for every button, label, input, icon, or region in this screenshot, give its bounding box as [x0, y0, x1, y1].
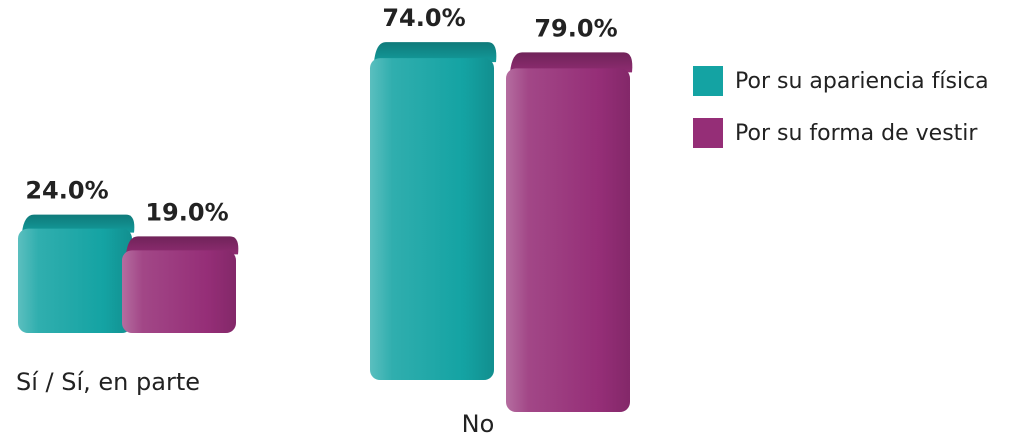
- category-label: Sí / Sí, en parte: [16, 368, 200, 396]
- value-label: 79.0%: [534, 14, 617, 42]
- bars-layer: [18, 42, 633, 412]
- category-label: No: [462, 410, 495, 438]
- legend-label-apariencia: Por su apariencia física: [735, 68, 989, 94]
- bar-si-vestir: [122, 250, 236, 333]
- legend: Por su apariencia física Por su forma de…: [693, 64, 989, 150]
- bar-no-vestir: [506, 68, 630, 412]
- bar-no-apariencia: [370, 58, 494, 380]
- bar-top-face: [510, 52, 633, 73]
- value-label: 19.0%: [145, 198, 228, 226]
- bar-si-apariencia: [18, 228, 132, 333]
- labels-layer: 24.0% 19.0% Sí / Sí, en parte 74.0% 79.0% No: [16, 4, 618, 438]
- bar-top-face: [374, 42, 497, 63]
- legend-item-vestir: Por su forma de vestir: [693, 116, 989, 150]
- bar-top-face: [126, 236, 239, 255]
- legend-item-apariencia: Por su apariencia física: [693, 64, 989, 98]
- value-label: 74.0%: [382, 4, 465, 32]
- bar-top-face: [22, 214, 135, 233]
- legend-label-vestir: Por su forma de vestir: [735, 120, 978, 146]
- legend-swatch-vestir: [693, 118, 723, 148]
- value-label: 24.0%: [25, 177, 108, 205]
- legend-swatch-apariencia: [693, 66, 723, 96]
